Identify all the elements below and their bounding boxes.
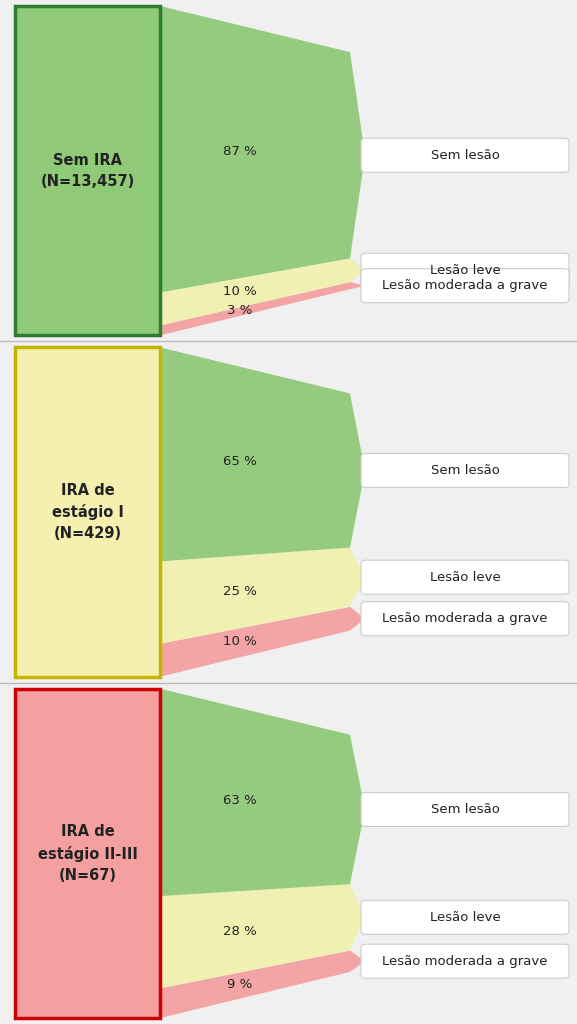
FancyBboxPatch shape xyxy=(15,6,160,335)
FancyBboxPatch shape xyxy=(361,900,569,934)
FancyBboxPatch shape xyxy=(361,253,569,288)
Polygon shape xyxy=(160,884,365,988)
Text: Lesão moderada a grave: Lesão moderada a grave xyxy=(382,280,548,292)
Text: 65 %: 65 % xyxy=(223,455,257,468)
Polygon shape xyxy=(160,548,365,644)
Text: 9 %: 9 % xyxy=(227,978,252,991)
Text: Lesão leve: Lesão leve xyxy=(430,911,500,924)
Text: IRA de
estágio II-III
(N=67): IRA de estágio II-III (N=67) xyxy=(38,824,137,883)
FancyBboxPatch shape xyxy=(361,793,569,826)
Text: Lesão leve: Lesão leve xyxy=(430,264,500,276)
FancyBboxPatch shape xyxy=(361,602,569,636)
Text: 87 %: 87 % xyxy=(223,145,257,159)
Text: Lesão moderada a grave: Lesão moderada a grave xyxy=(382,954,548,968)
Text: Lesão moderada a grave: Lesão moderada a grave xyxy=(382,612,548,626)
Polygon shape xyxy=(160,689,365,896)
Text: 10 %: 10 % xyxy=(223,635,257,648)
Text: Sem lesão: Sem lesão xyxy=(430,464,500,477)
FancyBboxPatch shape xyxy=(361,560,569,594)
Text: 10 %: 10 % xyxy=(223,285,257,298)
Text: 28 %: 28 % xyxy=(223,925,257,938)
FancyBboxPatch shape xyxy=(361,138,569,172)
Polygon shape xyxy=(160,258,365,326)
Polygon shape xyxy=(160,283,365,335)
Polygon shape xyxy=(160,347,365,561)
Text: 3 %: 3 % xyxy=(227,304,253,316)
FancyBboxPatch shape xyxy=(15,347,160,677)
Text: Sem lesão: Sem lesão xyxy=(430,803,500,816)
Text: Sem IRA
(N=13,457): Sem IRA (N=13,457) xyxy=(40,153,134,188)
FancyBboxPatch shape xyxy=(15,689,160,1018)
Polygon shape xyxy=(160,6,365,293)
Polygon shape xyxy=(160,950,365,1018)
FancyBboxPatch shape xyxy=(361,454,569,487)
FancyBboxPatch shape xyxy=(361,268,569,303)
Text: IRA de
estágio I
(N=429): IRA de estágio I (N=429) xyxy=(51,482,123,542)
Text: Lesão leve: Lesão leve xyxy=(430,570,500,584)
Polygon shape xyxy=(160,607,365,677)
Text: 63 %: 63 % xyxy=(223,794,257,807)
Text: 25 %: 25 % xyxy=(223,585,257,598)
Text: Sem lesão: Sem lesão xyxy=(430,148,500,162)
FancyBboxPatch shape xyxy=(361,944,569,978)
